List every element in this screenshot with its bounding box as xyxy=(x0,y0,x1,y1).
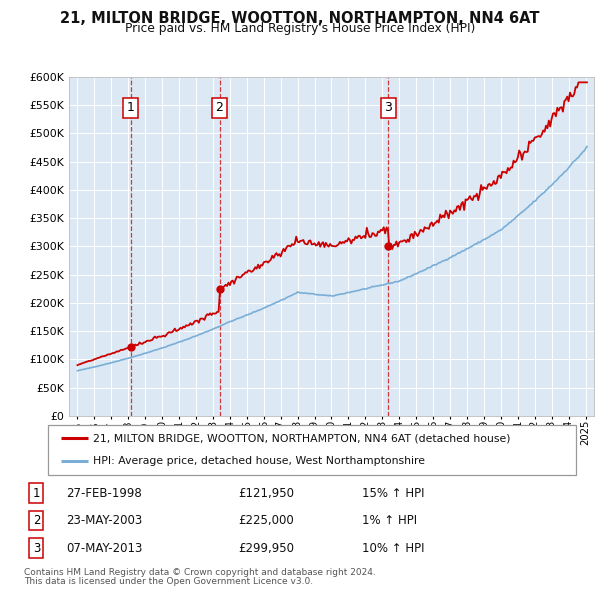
Text: 1: 1 xyxy=(32,487,40,500)
Text: 21, MILTON BRIDGE, WOOTTON, NORTHAMPTON, NN4 6AT (detached house): 21, MILTON BRIDGE, WOOTTON, NORTHAMPTON,… xyxy=(93,433,511,443)
Text: This data is licensed under the Open Government Licence v3.0.: This data is licensed under the Open Gov… xyxy=(24,577,313,586)
Text: 27-FEB-1998: 27-FEB-1998 xyxy=(66,487,142,500)
Text: 1: 1 xyxy=(127,101,135,114)
Text: HPI: Average price, detached house, West Northamptonshire: HPI: Average price, detached house, West… xyxy=(93,457,425,467)
Text: 10% ↑ HPI: 10% ↑ HPI xyxy=(362,542,425,555)
Text: £225,000: £225,000 xyxy=(238,514,294,527)
Text: Contains HM Land Registry data © Crown copyright and database right 2024.: Contains HM Land Registry data © Crown c… xyxy=(24,568,376,576)
Text: 3: 3 xyxy=(33,542,40,555)
Text: 07-MAY-2013: 07-MAY-2013 xyxy=(66,542,143,555)
Text: 3: 3 xyxy=(384,101,392,114)
Text: 2: 2 xyxy=(215,101,223,114)
Text: 15% ↑ HPI: 15% ↑ HPI xyxy=(362,487,425,500)
FancyBboxPatch shape xyxy=(48,425,576,475)
Text: £121,950: £121,950 xyxy=(238,487,295,500)
Text: Price paid vs. HM Land Registry's House Price Index (HPI): Price paid vs. HM Land Registry's House … xyxy=(125,22,475,35)
Text: 1% ↑ HPI: 1% ↑ HPI xyxy=(362,514,418,527)
Text: 2: 2 xyxy=(32,514,40,527)
Text: 23-MAY-2003: 23-MAY-2003 xyxy=(66,514,143,527)
Text: £299,950: £299,950 xyxy=(238,542,295,555)
Text: 21, MILTON BRIDGE, WOOTTON, NORTHAMPTON, NN4 6AT: 21, MILTON BRIDGE, WOOTTON, NORTHAMPTON,… xyxy=(60,11,540,25)
